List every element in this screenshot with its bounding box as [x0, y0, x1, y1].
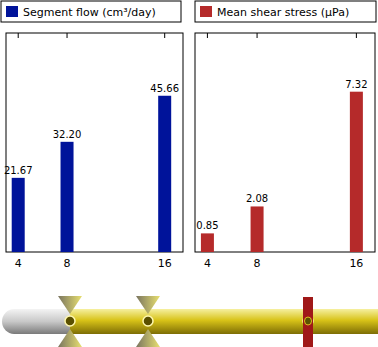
x-tick-top: [257, 33, 258, 38]
hole: [143, 316, 153, 326]
plot-frame: [6, 33, 183, 252]
legend-swatch: [200, 6, 212, 17]
data-label: 45.66: [150, 83, 179, 94]
x-tick-top: [164, 33, 165, 38]
x-tick-label: 16: [349, 257, 363, 270]
legend-box: [1, 1, 181, 22]
legend-label: Segment flow (cm³/day): [23, 6, 156, 19]
constriction: [58, 296, 82, 314]
legend-box: [195, 1, 376, 22]
x-tick-top: [356, 33, 357, 38]
x-tick-label: 4: [204, 257, 211, 270]
hole: [65, 316, 75, 326]
constriction: [136, 329, 160, 347]
bar: [350, 92, 363, 252]
bar: [201, 233, 214, 252]
constriction: [58, 329, 82, 347]
tube: [50, 309, 378, 334]
constriction: [136, 296, 160, 314]
bar: [12, 178, 25, 252]
x-tick-label: 16: [158, 257, 172, 270]
x-tick-top: [67, 33, 68, 38]
x-tick-label: 8: [254, 257, 261, 270]
bars: [201, 92, 363, 252]
bar: [251, 206, 264, 252]
data-label: 21.67: [4, 165, 33, 176]
data-label: 7.32: [345, 79, 367, 90]
bar: [158, 96, 171, 252]
data-label: 32.20: [53, 129, 82, 140]
legend-swatch: [6, 6, 18, 17]
data-label: 2.08: [246, 193, 268, 204]
data-label: 0.85: [196, 220, 218, 231]
legend-label: Mean shear stress (μPa): [217, 6, 349, 19]
x-tick-label: 8: [64, 257, 71, 270]
hole: [305, 317, 312, 325]
band: [303, 297, 313, 347]
x-tick-top: [18, 33, 19, 38]
x-tick-top: [207, 33, 208, 38]
tube-end: [2, 309, 70, 334]
bars: [12, 96, 171, 252]
bar: [61, 142, 74, 252]
plot-frame: [195, 33, 375, 252]
x-tick-label: 4: [15, 257, 22, 270]
